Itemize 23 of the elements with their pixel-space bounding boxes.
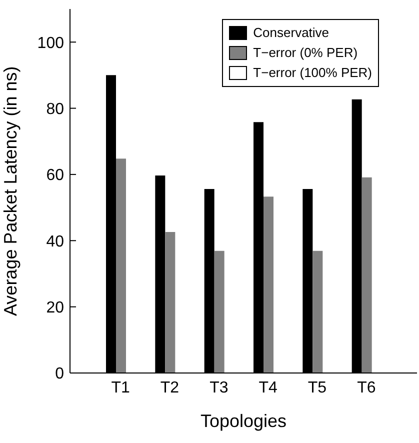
y-tick-label: 60 bbox=[46, 167, 64, 184]
legend-label: T−error (0% PER) bbox=[253, 44, 358, 62]
legend-label: Conservative bbox=[253, 24, 330, 42]
bar bbox=[165, 232, 176, 373]
x-tick-label: T6 bbox=[357, 379, 376, 396]
x-tick-label: T3 bbox=[210, 379, 228, 396]
y-tick-label: 80 bbox=[46, 100, 64, 118]
y-tick-label: 40 bbox=[46, 233, 64, 250]
x-tick-label: T1 bbox=[111, 379, 130, 396]
y-tick-label: 0 bbox=[55, 366, 64, 383]
y-axis-title: Average Packet Latency (in ns) bbox=[0, 66, 20, 316]
x-tick-label: T4 bbox=[258, 379, 278, 396]
x-tick-label: T5 bbox=[308, 379, 327, 396]
bar bbox=[116, 158, 126, 373]
x-tick-label: T2 bbox=[160, 379, 180, 396]
bar bbox=[312, 250, 323, 373]
y-tick-label: 100 bbox=[37, 34, 64, 52]
bar bbox=[214, 250, 224, 373]
legend-label: T−error (100% PER) bbox=[253, 64, 372, 82]
bar bbox=[362, 177, 372, 373]
y-tick-label: 20 bbox=[46, 300, 64, 316]
x-axis-title: Topologies bbox=[200, 411, 287, 431]
bar bbox=[264, 196, 274, 373]
